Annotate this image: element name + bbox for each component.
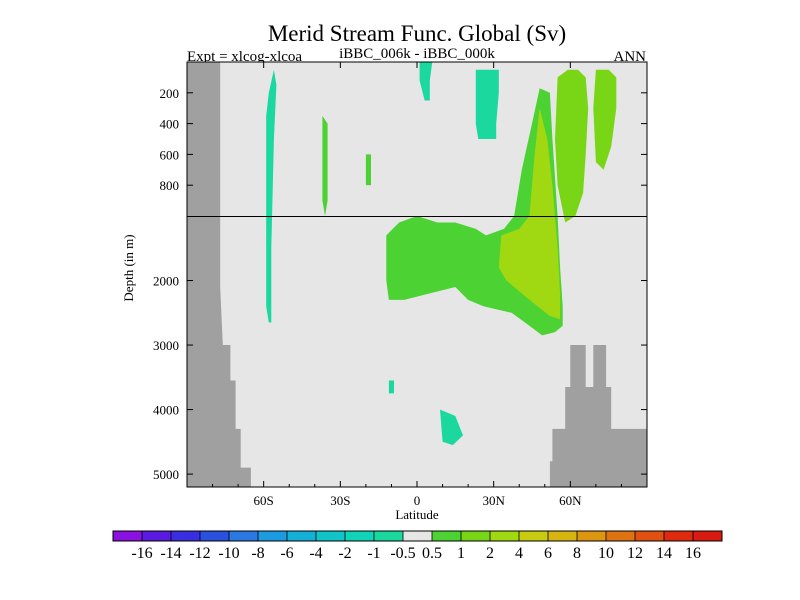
contour-region-7 <box>555 69 589 223</box>
x-tick-label-2: 0 <box>414 493 421 508</box>
colorbar-label-8: -1 <box>367 545 380 562</box>
colorbar-swatch-15 <box>548 531 578 541</box>
colorbar: -16 -14 -12 -10 -8 -6 -4 -2 -1 -0.5 0.5 1 2 4 6 8 10 12 14… <box>112 530 723 562</box>
y-tick-label-1: 400 <box>160 117 180 132</box>
colorbar-label-6: -4 <box>309 545 322 562</box>
experiment-label: Expt = xlcog-xlcoa <box>187 49 302 65</box>
colorbar-swatch-8 <box>345 531 375 541</box>
colorbar-swatch-6 <box>287 531 317 541</box>
season-label: ANN <box>614 49 647 65</box>
colorbar-swatch-10 <box>403 531 433 541</box>
colorbar-label-18: 14 <box>656 545 672 562</box>
colorbar-label-7: -2 <box>338 545 351 562</box>
colorbar-swatch-1 <box>142 531 172 541</box>
colorbar-swatch-12 <box>461 531 491 541</box>
colorbar-label-11: 1 <box>457 545 465 562</box>
colorbar-swatch-0 <box>113 531 143 541</box>
x-tick-label-0: 60S <box>254 493 274 508</box>
contour-region-6 <box>498 108 561 320</box>
colorbar-swatch-7 <box>316 531 346 541</box>
y-tick-label-2: 600 <box>160 147 180 162</box>
colorbar-swatch-17 <box>606 531 636 541</box>
y-axis-label: Depth (in m) <box>121 234 136 301</box>
contour-region-9 <box>322 115 328 216</box>
chart-title: Merid Stream Func. Global (Sv) <box>268 21 566 46</box>
colorbar-swatch-13 <box>490 531 520 541</box>
y-tick-label-6: 4000 <box>153 403 179 418</box>
land-antarctica <box>187 62 251 487</box>
colorbar-label-14: 6 <box>544 545 552 562</box>
colorbar-label-17: 12 <box>627 545 643 562</box>
colorbar-label-5: -6 <box>280 545 293 562</box>
y-tick-label-0: 200 <box>160 86 180 101</box>
colorbar-label-15: 8 <box>573 545 581 562</box>
x-tick-label-4: 60N <box>559 493 582 508</box>
colorbar-label-16: 10 <box>598 545 614 562</box>
colorbar-label-4: -8 <box>251 545 264 562</box>
colorbar-swatch-14 <box>519 531 549 541</box>
colorbar-swatch-11 <box>432 531 462 541</box>
colorbar-swatch-5 <box>258 531 288 541</box>
colorbar-label-1: -14 <box>160 545 181 562</box>
colorbar-label-13: 4 <box>515 545 523 562</box>
colorbar-label-19: 16 <box>685 545 701 562</box>
contour-region-2 <box>475 69 499 139</box>
land-mask <box>187 62 647 487</box>
colorbar-label-12: 2 <box>486 545 494 562</box>
colorbar-swatch-18 <box>635 531 665 541</box>
colorbar-label-0: -16 <box>131 545 152 562</box>
y-tick-label-3: 800 <box>160 178 180 193</box>
contour-region-10 <box>365 154 371 186</box>
colorbar-label-10: 0.5 <box>422 545 442 562</box>
colorbar-swatch-19 <box>664 531 694 541</box>
contour-region-4 <box>388 380 394 394</box>
y-axis: 200 400 600 800 2000 3000 4000 5000 <box>153 86 647 482</box>
y-tick-label-7: 5000 <box>153 467 179 482</box>
colorbar-label-9: -0.5 <box>390 545 415 562</box>
y-tick-label-4: 2000 <box>153 274 179 289</box>
contour-region-3 <box>440 409 463 446</box>
x-axis: 60S 30S 0 30N 60N <box>212 62 622 508</box>
x-tick-label-1: 30S <box>330 493 350 508</box>
contour-regions <box>266 62 617 446</box>
colorbar-swatch-3 <box>200 531 230 541</box>
colorbar-frame <box>112 530 723 542</box>
colorbar-swatch-16 <box>577 531 607 541</box>
x-axis-label: Latitude <box>395 507 439 522</box>
colorbar-swatch-2 <box>171 531 201 541</box>
contour-region-1 <box>419 62 433 101</box>
contour-region-0 <box>266 69 277 323</box>
contour-region-8 <box>593 69 617 170</box>
colorbar-swatch-4 <box>229 531 259 541</box>
y-tick-label-5: 3000 <box>153 338 179 353</box>
colorbar-label-3: -10 <box>218 545 239 562</box>
x-tick-label-3: 30N <box>482 493 505 508</box>
colorbar-swatch-9 <box>374 531 404 541</box>
colorbar-swatch-20 <box>693 531 723 541</box>
land-arctic <box>549 345 647 487</box>
colorbar-label-2: -12 <box>189 545 210 562</box>
comparison-label: iBBC_006k - iBBC_000k <box>339 46 495 62</box>
